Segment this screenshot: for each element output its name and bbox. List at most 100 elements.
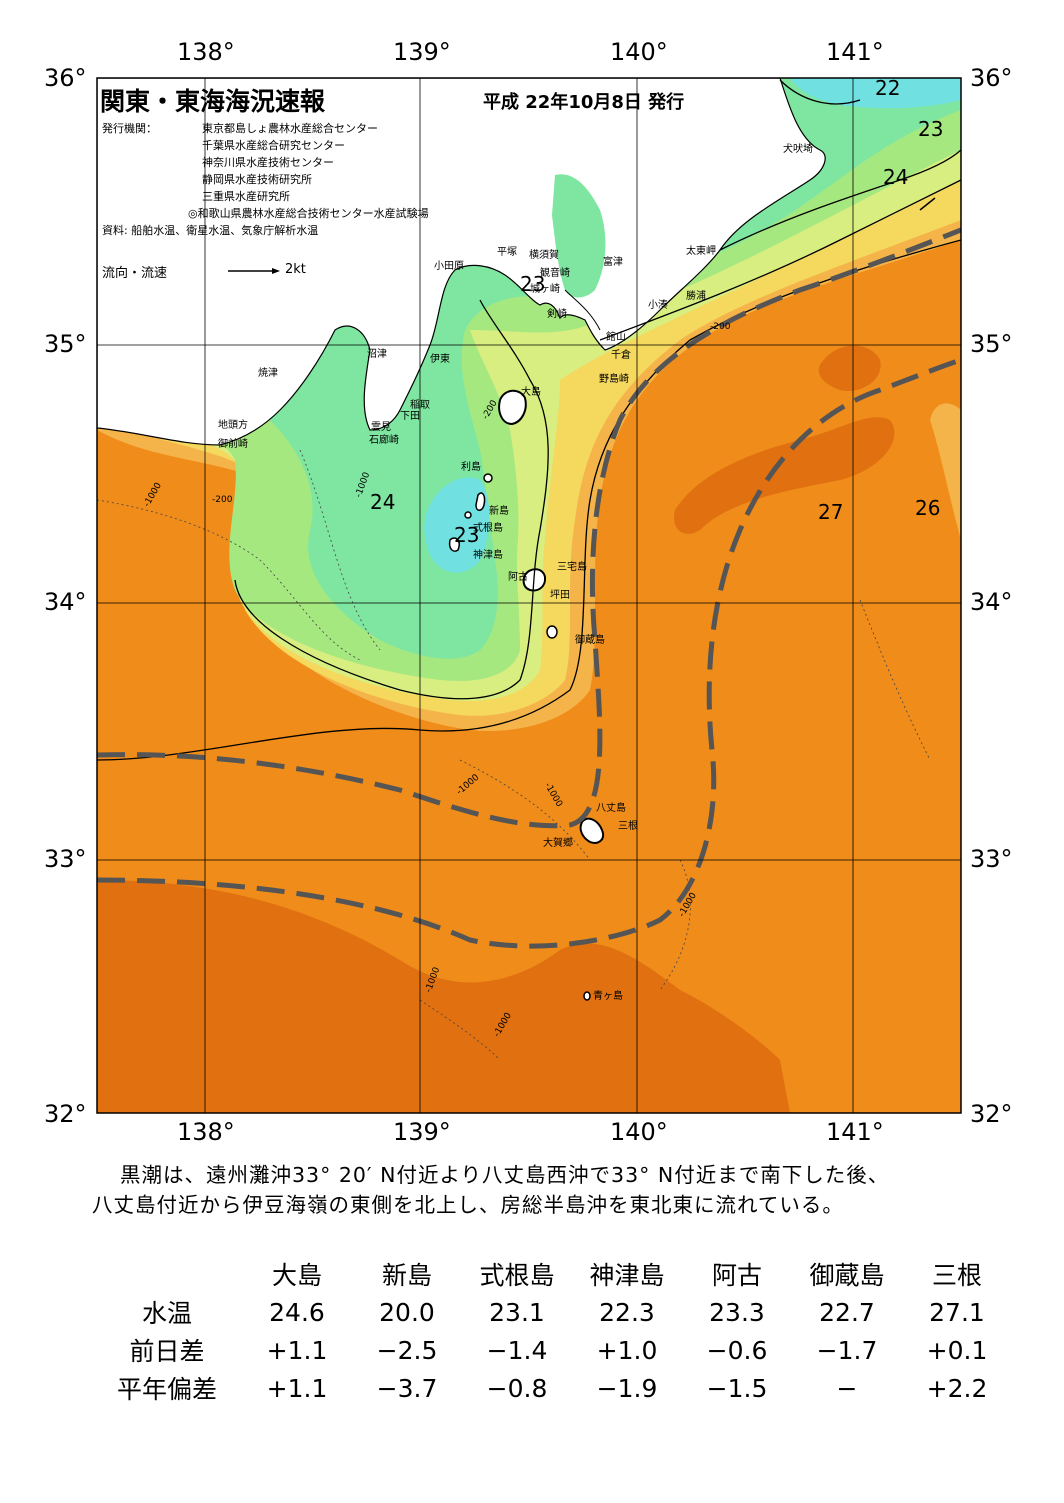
isotherm-label: 24 <box>883 165 909 189</box>
place-numazu: 沼津 <box>367 349 387 360</box>
issue-date: 平成 22年10月8日 発行 <box>483 92 685 113</box>
kuroshio-axis <box>97 227 961 949</box>
column-header: 新島 <box>381 1261 432 1290</box>
current-legend-unit: 2kt <box>285 262 306 277</box>
place-tateyama: 館山 <box>606 332 626 343</box>
warm-core-ne <box>818 345 881 391</box>
place-futtsu: 富津 <box>603 257 623 268</box>
place-yaizu: 焼津 <box>258 368 278 379</box>
lat-label-left-33: 33° <box>44 845 87 873</box>
island-temperature-table: 大島 新島 式根島 神津島 阿古 御蔵島 三根 水温 24.6 20.0 23.… <box>92 1255 1012 1407</box>
table-cell: −1.5 <box>706 1373 768 1403</box>
table-cell: 23.3 <box>709 1297 765 1327</box>
place-oshima: 大島 <box>521 387 541 398</box>
place-mikurajima: 御蔵島 <box>575 635 605 646</box>
table-cell: −1.7 <box>816 1335 878 1365</box>
lat-label-right-33: 33° <box>970 845 1013 873</box>
oshima-island <box>498 389 527 426</box>
data-sources: 資料: 船舶水温、衛星水温、気象庁解析水温 <box>102 224 319 237</box>
place-tsubota: 坪田 <box>550 590 570 601</box>
publisher-5: 三重県水産研究所 <box>202 190 290 203</box>
niijima-island <box>475 492 486 511</box>
land-honshu <box>97 78 826 446</box>
lat-label-right-32: 32° <box>970 1100 1013 1128</box>
depth-label: -200 <box>212 495 233 505</box>
isotherm-label: 24 <box>370 490 396 514</box>
lon-label-bottom-141: 141° <box>826 1118 884 1146</box>
publisher-6: ◎和歌山県農林水産総合技術センター水産試験場 <box>188 207 429 220</box>
column-header: 三根 <box>931 1261 982 1290</box>
kuroshio-description: 黒潮は、遠州灘沖33° 20′ N付近より八丈島西沖で33° N付近まで南下した… <box>92 1160 1012 1220</box>
graticule <box>97 78 961 1113</box>
table-cell: −1.9 <box>596 1373 658 1403</box>
column-header: 阿古 <box>711 1261 762 1290</box>
lat-label-right-35: 35° <box>970 330 1013 358</box>
table-row: 前日差 +1.1 −2.5 −1.4 +1.0 −0.6 −1.7 +0.1 <box>92 1331 1012 1369</box>
table-cell: −0.8 <box>486 1373 548 1403</box>
tokyo-bay <box>552 174 606 298</box>
place-inubozaki: 犬吠埼 <box>783 144 813 155</box>
table-cell: +0.1 <box>926 1335 988 1365</box>
place-kominato: 小湊 <box>648 300 668 311</box>
lat-label-right-34: 34° <box>970 588 1013 616</box>
place-hachijojima: 八丈島 <box>596 803 626 814</box>
place-ito: 伊東 <box>430 354 450 365</box>
band-26-east <box>930 403 961 540</box>
table-cell: 20.0 <box>379 1297 435 1327</box>
map-frame <box>96 77 962 1114</box>
lat-label-left-32: 32° <box>44 1100 87 1128</box>
lon-label-bottom-139: 139° <box>393 1118 451 1146</box>
table-cell: −2.5 <box>376 1335 438 1365</box>
place-yokosuka: 横須賀 <box>529 250 559 261</box>
isotherm-label: 26 <box>915 496 941 520</box>
place-jogasaki: 城ヶ崎 <box>530 284 560 295</box>
depth-label: -200 <box>710 322 731 332</box>
publisher-label: 発行機関： <box>102 122 157 135</box>
place-nojimazaki: 野島崎 <box>599 374 629 385</box>
lat-label-left-36: 36° <box>44 64 87 92</box>
place-tsurugisaki: 剣崎 <box>547 309 567 320</box>
place-irozaki: 石廊崎 <box>369 435 399 446</box>
shikinejima-island <box>464 511 472 519</box>
band-22-ne <box>790 78 961 109</box>
publisher-4: 静岡県水産技術研究所 <box>202 173 312 186</box>
depth-contours <box>97 449 931 1061</box>
description-line-2: 八丈島付近から伊豆海嶺の東側を北上し、房総半島沖を東北東に流れている。 <box>92 1193 844 1217</box>
mikurajima-island <box>546 625 558 639</box>
table-cell: +1.0 <box>596 1335 658 1365</box>
band-22-izu <box>424 477 490 573</box>
column-header: 神津島 <box>589 1261 665 1290</box>
place-taitomisaki: 太東岬 <box>686 246 716 257</box>
place-shikinejima: 式根島 <box>473 523 503 534</box>
column-header: 御蔵島 <box>809 1261 885 1290</box>
place-okago: 大賀郷 <box>543 838 573 849</box>
place-omaezaki: 御前崎 <box>218 439 248 450</box>
lat-label-left-34: 34° <box>44 588 87 616</box>
lon-label-top-138: 138° <box>177 38 235 66</box>
place-mera: 雲見 <box>371 422 391 433</box>
map-title: 関東・東海海況速報 <box>100 87 326 116</box>
column-header: 大島 <box>271 1261 322 1290</box>
table-cell: +2.2 <box>926 1373 988 1403</box>
place-inatori: 稲取 <box>410 400 430 411</box>
current-legend-arrow <box>228 268 280 274</box>
warm-core-east <box>674 417 895 534</box>
place-jitogata: 地頭方 <box>218 420 248 431</box>
place-kannonzaki: 観音崎 <box>540 268 570 279</box>
table-cell: +1.1 <box>266 1335 328 1365</box>
table-row: 平年偏差 +1.1 −3.7 −0.8 −1.9 −1.5 − +2.2 <box>92 1369 1012 1407</box>
table-cell: 22.7 <box>819 1297 875 1327</box>
current-legend-label: 流向・流速 <box>102 266 168 281</box>
table-cell: 23.1 <box>489 1297 545 1327</box>
table-cell: 27.1 <box>929 1297 985 1327</box>
description-line-1: 黒潮は、遠州灘沖33° 20′ N付近より八丈島西沖で33° N付近まで南下した… <box>120 1163 890 1187</box>
hachijojima-island <box>579 817 604 844</box>
isotherm-label: 22 <box>875 76 901 100</box>
row-header: 前日差 <box>129 1337 205 1366</box>
lon-label-top-139: 139° <box>393 38 451 66</box>
table-header-row: 大島 新島 式根島 神津島 阿古 御蔵島 三根 <box>92 1255 1012 1293</box>
publisher-1: 東京都島しょ農林水産総合センター <box>202 122 378 135</box>
table-cell: − <box>836 1373 858 1403</box>
place-kozushima: 神津島 <box>473 550 503 561</box>
table-row: 水温 24.6 20.0 23.1 22.3 23.3 22.7 27.1 <box>92 1293 1012 1331</box>
